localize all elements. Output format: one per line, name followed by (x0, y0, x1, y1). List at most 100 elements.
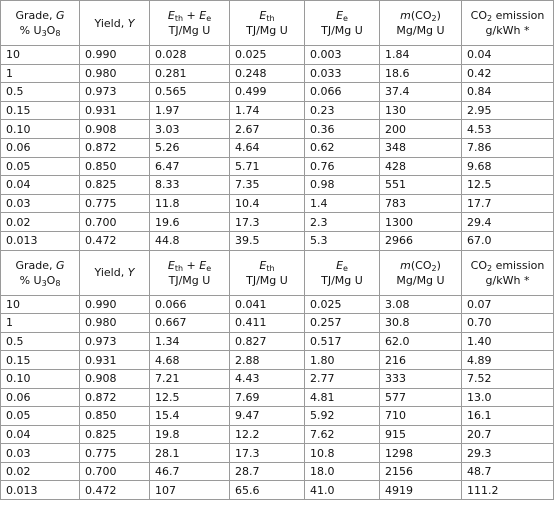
cell: 0.04 (461, 45, 554, 65)
data-row: 0.04 0.825 8.33 7.35 0.98 551 12.5 (0, 175, 554, 195)
cell: 17.7 (461, 193, 554, 214)
cell: 0.066 (304, 82, 380, 102)
cell: 16.1 (461, 406, 554, 426)
header-text: Grade, (15, 258, 56, 272)
data-row: 0.06 0.872 12.5 7.69 4.81 577 13.0 (0, 387, 554, 408)
cell: 0.931 (79, 350, 150, 370)
header-cell: Eth TJ/Mg U (229, 0, 305, 46)
cell: 0.07 (461, 294, 554, 315)
header-text: Y (127, 16, 135, 30)
cell: 0.850 (79, 406, 150, 426)
cell: 41.0 (304, 480, 380, 501)
cell: 13.0 (461, 387, 554, 408)
header-text: E (336, 258, 344, 272)
header-cell: Eth TJ/Mg U (229, 249, 305, 296)
cell: 0.42 (461, 63, 554, 84)
cell: 5.26 (149, 137, 230, 158)
header-text: e (343, 263, 348, 273)
header-text: 3 (41, 278, 47, 288)
header-cell: Eth + Ee TJ/Mg U (149, 0, 230, 46)
cell: 0.872 (79, 137, 150, 158)
header-text: E (259, 258, 267, 272)
header-text: CO (470, 9, 487, 22)
cell: 0.775 (79, 193, 150, 214)
cell: 39.5 (229, 230, 305, 251)
header-text: Yield, (94, 16, 128, 30)
cell: 9.47 (229, 406, 305, 426)
cell: 10 (0, 294, 80, 315)
header-text: TJ/Mg U (168, 24, 211, 37)
header-text: Yield, (94, 266, 128, 280)
header-text: g/kWh * (485, 24, 530, 37)
data-row: 0.06 0.872 5.26 4.64 0.62 348 7.86 (0, 137, 554, 158)
header-text: 2 (486, 263, 493, 273)
cell: 0.62 (304, 137, 380, 158)
cell: 0.013 (0, 230, 80, 251)
data-row: 0.15 0.931 1.97 1.74 0.23 130 2.95 (0, 100, 554, 121)
cell: 9.68 (461, 156, 554, 177)
header-cell: Yield, Y (79, 249, 150, 296)
cell: 65.6 (229, 480, 305, 501)
header-text: + (183, 9, 200, 22)
cell: 0.980 (79, 313, 150, 333)
cell: 0.248 (229, 63, 305, 84)
cell: 7.86 (461, 137, 554, 158)
cell: 0.700 (79, 212, 150, 232)
cell: 1 (0, 63, 80, 84)
cell: 2.67 (229, 119, 305, 139)
header-text: th (174, 14, 184, 23)
cell: 44.8 (149, 230, 230, 251)
cell: 28.7 (229, 461, 305, 482)
header-text: TJ/Mg U (321, 273, 363, 287)
cell: 0.517 (304, 331, 380, 352)
header-text: e (206, 263, 212, 273)
cell: 0.76 (304, 156, 380, 177)
cell: 19.6 (149, 212, 230, 232)
header-text: th (266, 14, 275, 23)
header-text: E (167, 9, 175, 22)
cell: 0.05 (0, 156, 80, 177)
cell: 29.4 (461, 212, 554, 232)
cell: 0.827 (229, 331, 305, 352)
cell: 4.64 (229, 137, 305, 158)
data-row: 0.03 0.775 28.1 17.3 10.8 1298 29.3 (0, 443, 554, 463)
cell: 8.33 (149, 175, 230, 195)
header-cell: CO2 emission g/kWh * (461, 249, 554, 296)
cell: 0.03 (0, 443, 80, 463)
cell: 6.47 (149, 156, 230, 177)
header-text: ) (436, 258, 441, 272)
cell: 0.03 (0, 193, 80, 214)
data-row: 0.04 0.825 19.8 12.2 7.62 915 20.7 (0, 424, 554, 445)
cell: 4.68 (149, 350, 230, 370)
header-cell: Grade, G % U3O8 (0, 249, 80, 296)
cell: 0.05 (0, 406, 80, 426)
cell: 4.89 (461, 350, 554, 370)
cell: 333 (379, 368, 462, 389)
header-text: m (400, 258, 411, 272)
cell: 0.04 (0, 424, 80, 445)
header-text: TJ/Mg U (321, 24, 363, 37)
cell: 12.5 (461, 175, 554, 195)
data-row: 0.02 0.700 19.6 17.3 2.3 1300 29.4 (0, 212, 554, 232)
cell: 10.8 (304, 443, 380, 463)
cell: 0.06 (0, 387, 80, 408)
data-table: Grade, G% U3O8 Yield, Y Eth + Ee TJ/Mg U Eth… (0, 0, 554, 251)
header-text: E (167, 258, 175, 272)
cell: 1.74 (229, 100, 305, 121)
cell: 1300 (379, 212, 462, 232)
cell: 0.36 (304, 119, 380, 139)
cell: 0.973 (79, 331, 150, 352)
data-row: 0.15 0.931 4.68 2.88 1.80 216 4.89 (0, 350, 554, 370)
cell: 130 (379, 100, 462, 121)
data-row: 0.5 0.973 0.565 0.499 0.066 37.4 0.84 (0, 82, 554, 102)
cell: 4.81 (304, 387, 380, 408)
header-text: E (199, 9, 207, 22)
cell: 4.53 (461, 119, 554, 139)
cell: 7.52 (461, 368, 554, 389)
cell: 3.03 (149, 119, 230, 139)
cell: 0.825 (79, 175, 150, 195)
header-text: E (336, 9, 344, 22)
cell: 0.990 (79, 294, 150, 315)
header-text: th (266, 263, 275, 273)
cell: 17.3 (229, 443, 305, 463)
